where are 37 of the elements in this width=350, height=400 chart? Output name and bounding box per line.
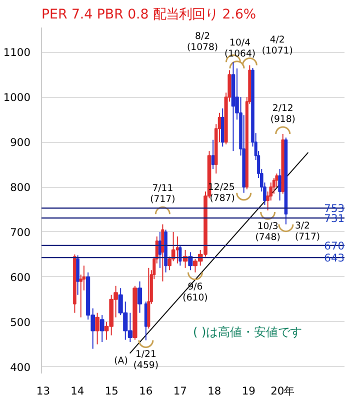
y-tick-label: 800 xyxy=(10,181,31,194)
y-tick-label: 1100 xyxy=(3,46,31,60)
candlestick xyxy=(178,244,182,266)
annotation: 9/6 (610) xyxy=(182,281,208,304)
candlestick xyxy=(161,224,164,282)
x-tick-label: 16 xyxy=(139,384,153,398)
annotation: 7/11 (717) xyxy=(150,183,176,206)
annotation: 8/2 (1078) xyxy=(187,31,218,54)
candlestick xyxy=(137,280,142,314)
annotation: ( )は高値・安値です xyxy=(192,324,302,339)
candlestick xyxy=(176,236,179,264)
y-tick-label: 400 xyxy=(10,360,31,374)
y-tick-label: 1000 xyxy=(3,91,31,104)
y-tick-label: 900 xyxy=(10,136,31,150)
annotation: (A) xyxy=(114,355,128,366)
y-tick-label: 500 xyxy=(10,316,31,329)
annotation: 4/2 (1071) xyxy=(262,34,293,56)
candlestick xyxy=(100,314,104,343)
x-tick-label: 19 xyxy=(242,384,256,398)
annotation: 3/2 (717) xyxy=(294,220,320,243)
x-tick-label: 13 xyxy=(36,384,50,398)
x-tick-label: 15 xyxy=(104,384,118,398)
x-tick-label: 18 xyxy=(208,384,222,398)
y-tick-label: 600 xyxy=(10,270,31,284)
y-tick-label: 700 xyxy=(10,226,31,239)
candlestick xyxy=(211,139,215,170)
x-tick-label: 20年 xyxy=(270,384,296,398)
x-tick-label: 17 xyxy=(173,384,187,398)
candlestick xyxy=(278,168,282,201)
candlestick xyxy=(76,254,80,296)
x-tick-label: 14 xyxy=(70,384,84,398)
annotation: 10/3 (748) xyxy=(255,221,280,244)
annotation: 2/12 (918) xyxy=(270,103,296,126)
annotation: 1/21 (459) xyxy=(133,349,158,372)
chart-title: PER 7.4 PBR 0.8 配当利回り 2.6% xyxy=(42,8,256,22)
candlestick xyxy=(95,312,100,345)
annotation: 10/4 (1064) xyxy=(224,37,256,60)
